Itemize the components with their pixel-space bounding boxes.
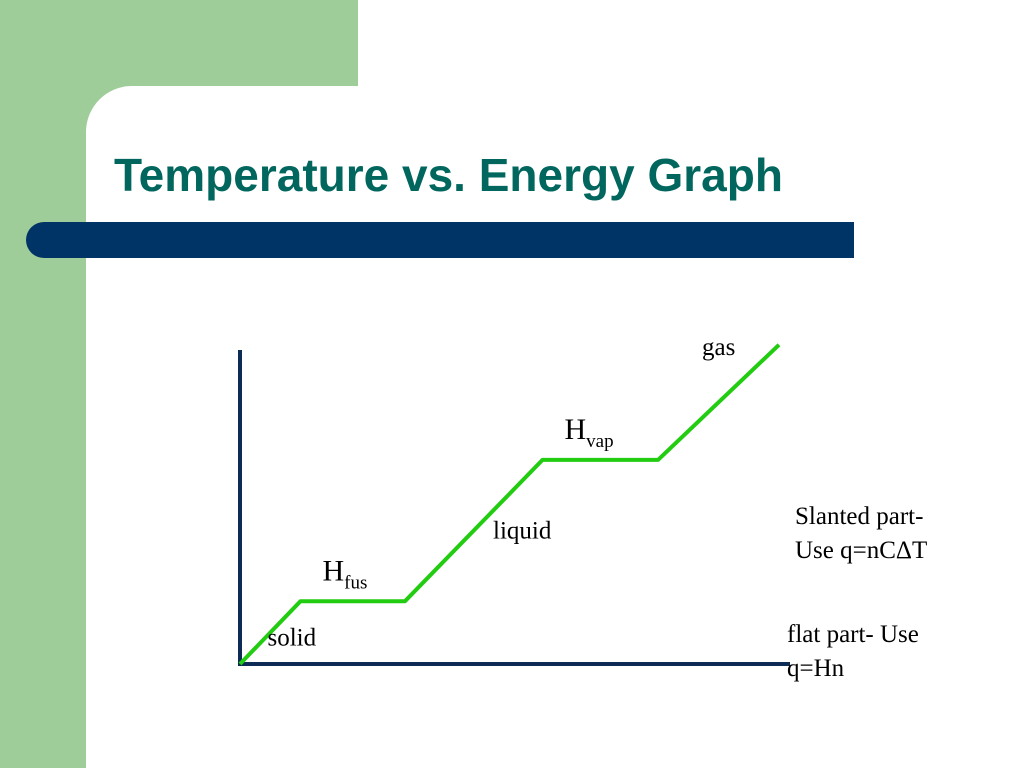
slanted-note-line-2: Use q=nCΔT — [795, 537, 928, 564]
phase-labels: solid Hfus liquid Hvap gas — [268, 334, 736, 652]
label-h-fus-main: H — [323, 554, 345, 587]
flat-part-note: flat part- Use q=Hn — [787, 618, 919, 686]
label-gas: gas — [702, 334, 735, 361]
heating-curve-line — [238, 343, 781, 666]
flat-note-line-1: flat part- Use — [787, 621, 919, 648]
slanted-note-line-1: Slanted part- — [795, 503, 924, 530]
label-liquid-main: liquid — [493, 517, 552, 544]
label-h-vap-subscript: vap — [586, 431, 613, 452]
slanted-part-note: Slanted part- Use q=nCΔT — [795, 500, 927, 568]
label-liquid: liquid — [493, 517, 552, 544]
label-h-vap: Hvap — [565, 413, 614, 452]
title-underline-bar — [26, 222, 854, 258]
label-h-fus-subscript: fus — [344, 572, 367, 593]
label-solid: solid — [268, 625, 317, 652]
label-gas-main: gas — [702, 334, 735, 361]
page-title: Temperature vs. Energy Graph — [114, 149, 783, 201]
label-h-fus: Hfus — [323, 554, 368, 593]
label-h-vap-main: H — [565, 413, 587, 446]
slide-content-panel — [86, 86, 1024, 768]
label-solid-main: solid — [268, 625, 317, 652]
flat-note-line-2: q=Hn — [787, 655, 845, 682]
